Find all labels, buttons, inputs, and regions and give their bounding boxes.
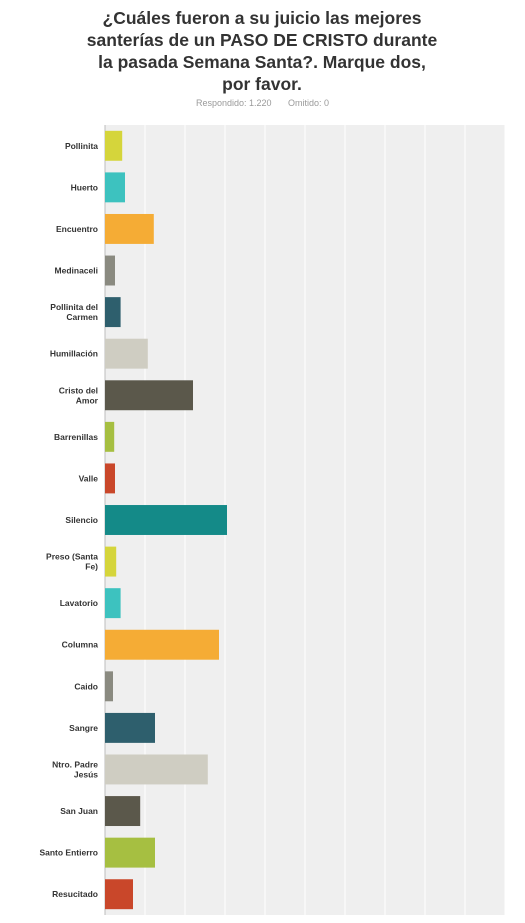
bar: [105, 546, 117, 577]
bar: [105, 837, 155, 868]
response-summary: Respondido: 1.220 Omitido: 0: [0, 98, 525, 108]
category-label: Santo Entierro: [39, 848, 98, 858]
bar: [105, 671, 113, 702]
title-line: ¿Cuáles fueron a su juicio las mejores: [102, 8, 422, 28]
category-label: Resucitado: [52, 889, 98, 899]
bar: [105, 213, 154, 244]
category-label: Sangre: [69, 723, 98, 733]
question-title: ¿Cuáles fueron a su juicio las mejores s…: [62, 7, 462, 95]
bar: [105, 297, 121, 328]
bar: [105, 796, 141, 827]
category-label: Columna: [62, 640, 99, 650]
bar: [105, 712, 155, 743]
category-label: Pollinita del Carmen: [50, 302, 98, 322]
category-label: Huerto: [71, 182, 98, 192]
bar: [105, 505, 227, 535]
title-line: la pasada Semana Santa?. Marque dos,: [98, 52, 426, 72]
bar: [105, 421, 115, 452]
category-label: Barrenillas: [54, 432, 98, 442]
category-label: Medinaceli: [55, 266, 98, 276]
bar: [105, 879, 133, 910]
title-line: santerías de un PASO DE CRISTO durante: [86, 30, 438, 50]
category-label: Valle: [79, 473, 99, 483]
category-label: Pollinita: [65, 141, 98, 151]
bar: [105, 629, 219, 660]
category-label: Ntro. Padre Jesús: [52, 759, 98, 779]
bar: [105, 588, 121, 619]
skipped-count: Omitido: 0: [288, 98, 330, 108]
category-label: Preso (Santa Fe): [46, 552, 98, 572]
title-line: por favor.: [222, 74, 302, 94]
category-label: Encuentro: [56, 224, 98, 234]
bar: [105, 255, 115, 286]
answered-count: Respondido: 1.220: [195, 98, 272, 108]
category-label: Silencio: [65, 515, 98, 525]
bar: [105, 754, 208, 785]
category-label: Humillación: [50, 349, 98, 359]
bar: [105, 338, 148, 369]
category-label: Caido: [74, 681, 98, 691]
bar: [105, 172, 125, 203]
bar: [105, 380, 193, 411]
category-label: San Juan: [60, 806, 98, 816]
category-label: Lavatorio: [60, 598, 98, 608]
category-label: Cristo del Amor: [59, 385, 99, 405]
bar: [105, 130, 123, 161]
bar: [105, 463, 115, 494]
